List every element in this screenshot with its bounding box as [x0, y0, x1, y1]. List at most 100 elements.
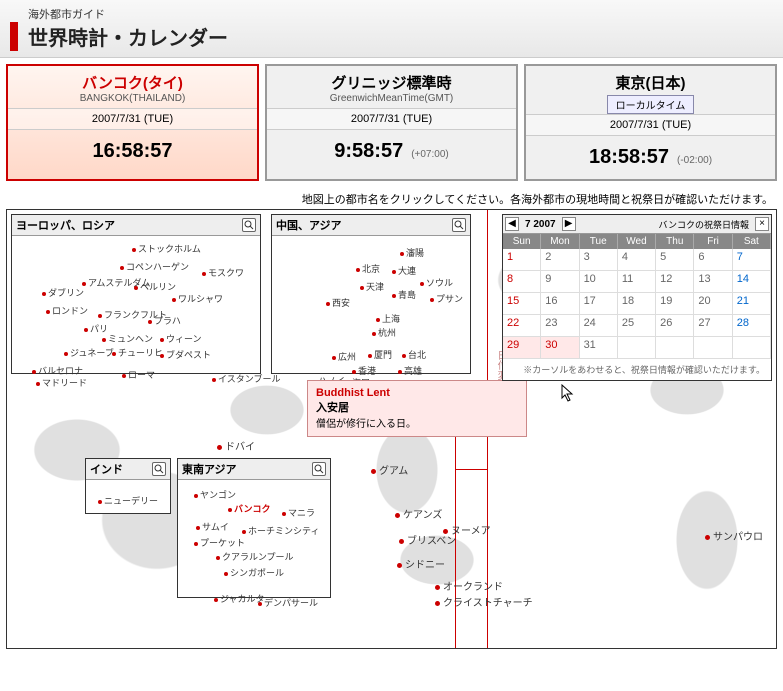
city-china[interactable]: 厦門 — [368, 348, 392, 361]
cal-cell[interactable]: 26 — [656, 315, 694, 337]
cal-cell[interactable]: 4 — [618, 249, 656, 271]
tooltip-title-jp: 入安居 — [316, 399, 518, 415]
city-europe[interactable]: ブダペスト — [160, 348, 211, 361]
map-city[interactable]: シドニー — [397, 556, 445, 571]
city-china[interactable]: 西安 — [326, 296, 350, 309]
city-seasia[interactable]: クアラルンプール — [216, 550, 294, 563]
cal-dow: Sat — [733, 234, 771, 249]
city-seasia[interactable]: デンパサール — [258, 596, 318, 609]
city-china[interactable]: 青島 — [392, 288, 416, 301]
cal-cell[interactable]: 31 — [580, 337, 618, 359]
cal-cell[interactable]: 14 — [733, 271, 771, 293]
cal-cell[interactable]: 17 — [580, 293, 618, 315]
map-city[interactable]: ケアンズ — [395, 506, 442, 521]
cal-cell[interactable]: 16 — [541, 293, 579, 315]
city-china[interactable]: 天津 — [360, 280, 384, 293]
clock-time: 18:58:57(-02:00) — [526, 136, 775, 179]
city-china[interactable]: 瀋陽 — [400, 246, 424, 259]
city-europe[interactable]: ベルリン — [134, 280, 176, 293]
city-europe[interactable]: ロンドン — [46, 304, 88, 317]
cal-cell[interactable]: 30 — [541, 337, 579, 359]
map-city[interactable]: グアム — [371, 462, 408, 477]
cal-cell[interactable]: 8 — [503, 271, 541, 293]
cal-cell[interactable]: 5 — [656, 249, 694, 271]
city-seasia[interactable]: バンコク — [228, 502, 270, 515]
city-seasia[interactable]: マニラ — [282, 506, 315, 519]
map-city[interactable]: サンパウロ — [705, 528, 763, 543]
city-china[interactable]: 北京 — [356, 262, 380, 275]
city-europe[interactable]: モスクワ — [202, 266, 244, 279]
city-europe[interactable]: プラハ — [148, 314, 181, 327]
cal-cell[interactable]: 3 — [580, 249, 618, 271]
cal-cell[interactable]: 19 — [656, 293, 694, 315]
cal-cell[interactable]: 11 — [618, 271, 656, 293]
city-europe[interactable]: ダブリン — [42, 286, 84, 299]
cal-cell[interactable]: 6 — [694, 249, 732, 271]
zoom-icon[interactable] — [312, 462, 326, 476]
city-india[interactable]: ニューデリー — [98, 494, 158, 507]
city-china[interactable]: プサン — [430, 292, 463, 305]
map-city[interactable]: クライストチャーチ — [435, 594, 533, 609]
clock-offset: (+07:00) — [411, 149, 449, 160]
cal-cell[interactable]: 13 — [694, 271, 732, 293]
cal-cell[interactable]: 21 — [733, 293, 771, 315]
cal-cell[interactable]: 2 — [541, 249, 579, 271]
city-seasia[interactable]: ホーチミンシティ — [242, 524, 319, 537]
clock-card-0[interactable]: バンコク(タイ)BANGKOK(THAILAND)2007/7/31 (TUE)… — [6, 64, 259, 181]
clock-city-en: GreenwichMeanTime(GMT) — [267, 93, 516, 108]
map-city[interactable]: オークランド — [435, 578, 503, 593]
zoom-icon[interactable] — [242, 218, 256, 232]
cal-cell[interactable]: 18 — [618, 293, 656, 315]
cal-cell[interactable]: 28 — [733, 315, 771, 337]
city-europe[interactable]: ストックホルム — [132, 242, 201, 255]
city-china[interactable]: 上海 — [376, 312, 400, 325]
city-china[interactable]: 杭州 — [372, 326, 396, 339]
city-europe[interactable]: ウィーン — [160, 332, 202, 345]
city-china[interactable]: 高雄 — [398, 364, 422, 377]
city-europe[interactable]: ローマ — [122, 368, 155, 381]
city-europe[interactable]: マドリード — [36, 376, 87, 389]
map-city[interactable]: ドバイ — [217, 438, 255, 453]
city-europe[interactable]: ジュネーブ — [64, 346, 114, 359]
city-seasia[interactable]: プーケット — [194, 536, 245, 549]
local-time-button[interactable]: ローカルタイム — [607, 95, 695, 114]
city-seasia[interactable]: ジャカルタ — [214, 592, 265, 605]
cal-cell[interactable]: 1 — [503, 249, 541, 271]
cal-cell[interactable]: 24 — [580, 315, 618, 337]
cal-cell[interactable]: 22 — [503, 315, 541, 337]
cal-cell[interactable]: 9 — [541, 271, 579, 293]
city-seasia[interactable]: ヤンゴン — [194, 488, 236, 501]
city-seasia[interactable]: シンガポール — [224, 566, 284, 579]
cal-cell[interactable]: 7 — [733, 249, 771, 271]
cal-cell[interactable]: 27 — [694, 315, 732, 337]
cal-cell[interactable]: 15 — [503, 293, 541, 315]
city-china[interactable]: 台北 — [402, 348, 426, 361]
city-seasia[interactable]: サムイ — [196, 520, 229, 533]
zoom-icon[interactable] — [452, 218, 466, 232]
city-china[interactable]: ソウル — [420, 276, 453, 289]
city-europe[interactable]: チューリヒ — [112, 346, 163, 359]
map-city[interactable]: ブリスベン — [399, 532, 456, 547]
cal-next-button[interactable]: ▶ — [562, 217, 576, 231]
cal-cell[interactable]: 25 — [618, 315, 656, 337]
cal-cell[interactable]: 23 — [541, 315, 579, 337]
city-europe[interactable]: コペンハーゲン — [120, 260, 189, 273]
cal-cell[interactable]: 12 — [656, 271, 694, 293]
region-panel-india: インドニューデリー — [85, 458, 171, 514]
region-panel-china: 中国、アジア瀋陽北京大連ソウル天津青島西安プサン上海杭州広州厦門台北香港高雄ハノ… — [271, 214, 471, 374]
cal-close-button[interactable]: × — [755, 217, 769, 231]
city-europe[interactable]: ミュンヘン — [102, 332, 153, 345]
clock-card-1[interactable]: グリニッジ標準時GreenwichMeanTime(GMT)2007/7/31 … — [265, 64, 518, 181]
cal-cell[interactable]: 10 — [580, 271, 618, 293]
city-china[interactable]: 広州 — [332, 350, 356, 363]
city-china[interactable]: 大連 — [392, 264, 416, 277]
cal-cell[interactable]: 29 — [503, 337, 541, 359]
cal-prev-button[interactable]: ◀ — [505, 217, 519, 231]
zoom-icon[interactable] — [152, 462, 166, 476]
instruction-text: 地図上の都市名をクリックしてください。各海外都市の現地時間と祝祭日が確認いただけ… — [0, 187, 783, 209]
calendar-header: ◀ 7 2007 ▶ バンコクの祝祭日情報 × — [503, 215, 771, 234]
cal-cell[interactable]: 20 — [694, 293, 732, 315]
cal-footnote: ※カーソルをあわせると、祝祭日情報が確認いただけます。 — [503, 359, 771, 380]
clock-card-2[interactable]: 東京(日本)ローカルタイム2007/7/31 (TUE)18:58:57(-02… — [524, 64, 777, 181]
city-europe[interactable]: ワルシャワ — [172, 292, 223, 305]
